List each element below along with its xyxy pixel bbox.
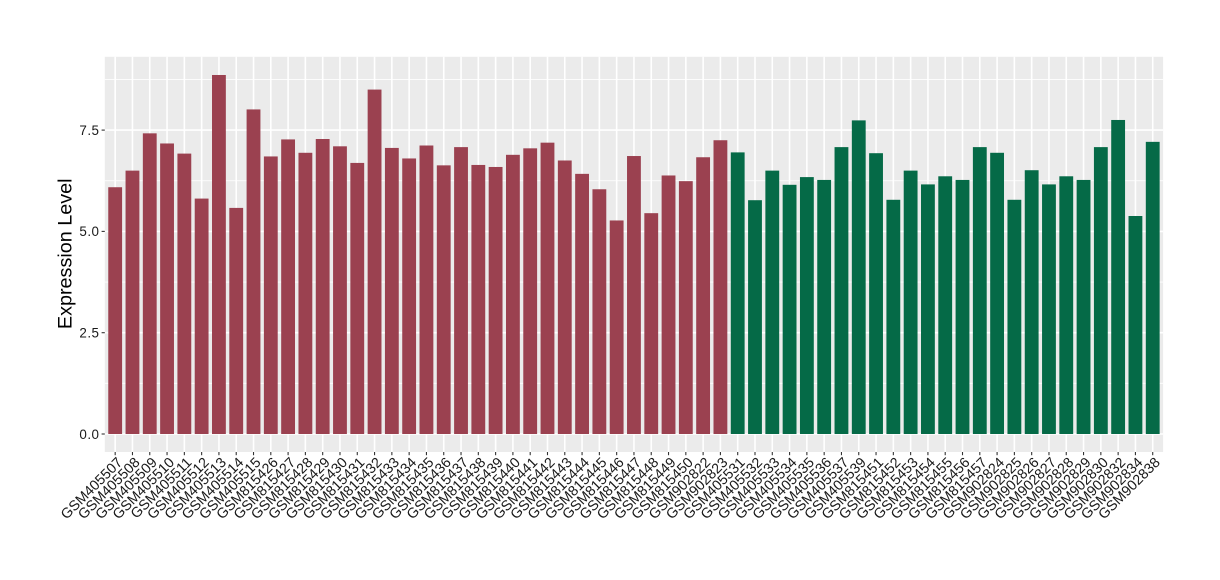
- svg-text:Expression Level: Expression Level: [55, 178, 77, 329]
- svg-text:2.5: 2.5: [79, 326, 99, 341]
- svg-text:7.5: 7.5: [79, 123, 99, 138]
- svg-text:0.0: 0.0: [79, 427, 99, 442]
- svg-text:5.0: 5.0: [79, 224, 99, 239]
